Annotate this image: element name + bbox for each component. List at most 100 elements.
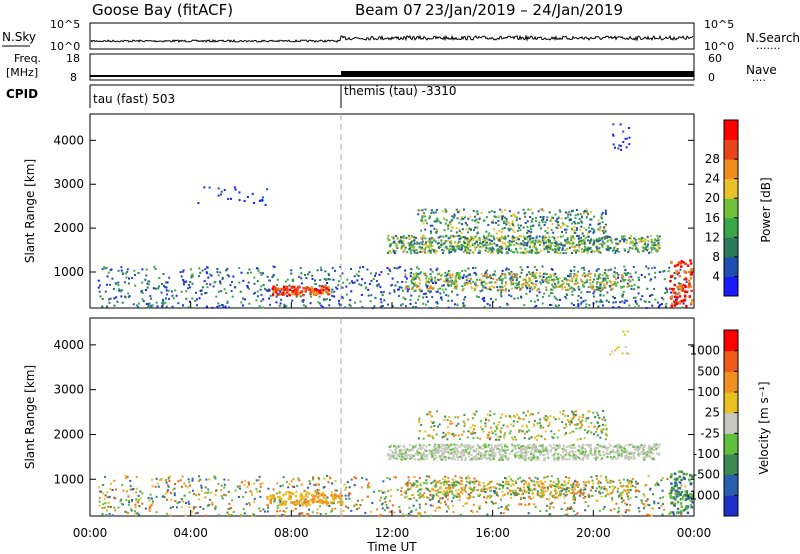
echo-point	[550, 304, 553, 306]
echo-point	[304, 503, 308, 506]
echo-point	[567, 284, 570, 287]
echo-point	[592, 239, 595, 242]
echo-point	[496, 244, 499, 247]
echo-point	[248, 302, 251, 305]
echo-point	[398, 505, 401, 508]
echo-point	[660, 479, 663, 482]
echo-point	[449, 453, 452, 456]
echo-point	[469, 278, 472, 281]
echo-point	[107, 505, 110, 508]
echo-point	[580, 301, 583, 304]
echo-point	[238, 199, 241, 202]
echo-point	[545, 509, 548, 512]
echo-point	[402, 289, 404, 292]
echo-point	[552, 506, 555, 509]
echo-point	[524, 497, 526, 499]
echo-point	[161, 495, 164, 498]
echo-point	[449, 448, 452, 451]
echo-point	[391, 452, 394, 455]
echo-point	[443, 483, 446, 486]
echo-point	[576, 249, 579, 252]
echo-point	[201, 286, 204, 289]
echo-point	[444, 475, 447, 478]
echo-point	[550, 228, 553, 231]
echo-point	[298, 275, 301, 278]
echo-point	[187, 500, 190, 503]
echo-point	[228, 513, 230, 516]
echo-point	[560, 226, 563, 229]
echo-point	[134, 510, 136, 513]
echo-point	[431, 244, 434, 247]
echo-point	[635, 446, 638, 449]
echo-point	[220, 290, 223, 293]
echo-point	[260, 293, 263, 296]
echo-point	[129, 479, 132, 482]
echo-point	[196, 304, 198, 307]
echo-point	[437, 450, 440, 453]
echo-point	[633, 243, 636, 245]
echo-point	[519, 229, 522, 232]
echo-point	[239, 487, 241, 490]
echo-point	[519, 455, 522, 458]
colorbar-segment	[724, 139, 738, 160]
echo-point	[150, 306, 153, 309]
echo-point	[673, 300, 676, 303]
echo-point	[208, 478, 211, 481]
echo-point	[435, 218, 438, 221]
echo-point	[480, 281, 483, 284]
echo-point	[471, 219, 474, 222]
echo-point	[416, 266, 418, 269]
echo-point	[269, 499, 272, 502]
echo-point	[598, 229, 601, 232]
echo-point	[446, 239, 449, 242]
echo-point	[420, 455, 423, 458]
echo-point	[648, 504, 651, 507]
echo-point	[299, 504, 301, 507]
echo-point	[606, 245, 609, 248]
echo-point	[676, 263, 680, 267]
echo-point	[535, 272, 538, 275]
echo-point	[462, 302, 465, 305]
echo-point	[197, 480, 200, 482]
echo-point	[613, 275, 616, 278]
echo-point	[604, 242, 607, 245]
echo-point	[298, 291, 302, 295]
echo-point	[537, 239, 540, 242]
echo-point	[291, 485, 294, 488]
echo-point	[581, 239, 584, 242]
echo-point	[485, 216, 488, 219]
echo-point	[632, 445, 635, 448]
echo-point	[573, 273, 576, 276]
echo-point	[623, 447, 626, 450]
echo-point	[612, 283, 615, 286]
echo-point	[570, 272, 573, 275]
echo-point	[544, 221, 547, 224]
echo-point	[439, 287, 442, 290]
echo-point	[496, 286, 499, 289]
echo-point	[291, 290, 294, 293]
echo-point	[469, 444, 472, 447]
echo-point	[508, 272, 511, 275]
echo-point	[424, 219, 427, 222]
echo-point	[345, 497, 348, 500]
echo-point	[600, 281, 603, 284]
echo-point	[487, 452, 490, 455]
echo-point	[244, 479, 247, 482]
echo-point	[131, 277, 134, 279]
echo-point	[678, 275, 682, 278]
echo-point	[650, 251, 653, 254]
echo-point	[564, 295, 567, 298]
echo-point	[603, 283, 606, 286]
echo-point	[227, 490, 230, 493]
echo-point	[404, 246, 407, 249]
echo-point	[402, 445, 405, 448]
echo-point	[106, 491, 109, 494]
echo-point	[609, 444, 612, 447]
echo-point	[465, 477, 468, 480]
echo-point	[242, 496, 245, 498]
echo-point	[584, 509, 587, 512]
echo-point	[267, 506, 270, 509]
echo-point	[493, 270, 496, 273]
echo-point	[671, 295, 674, 298]
echo-point	[137, 501, 139, 504]
